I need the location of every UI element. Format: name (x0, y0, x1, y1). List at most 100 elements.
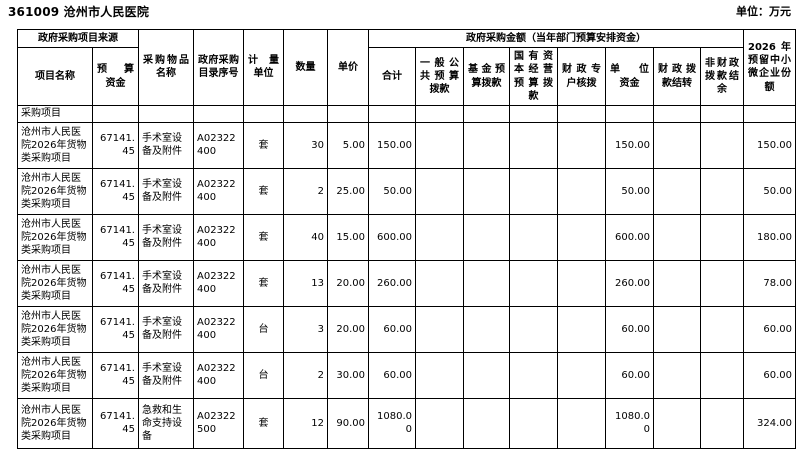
cell-quantity: 2 (283, 167, 328, 215)
cell-unit: 套 (243, 121, 284, 169)
header-state-capital-budget: 国有资本经营预算拨款 (509, 47, 558, 106)
cell-general-public-budget (415, 305, 464, 353)
cell-fiscal-special-account (557, 121, 606, 169)
cell-unit-funds: 50.00 (605, 167, 654, 215)
cell-budget-funds: 67141.45 (92, 213, 139, 261)
header-unit-price: 单价 (327, 29, 369, 106)
cell-sme-share: 60.00 (743, 351, 796, 399)
cell-fund-budget (463, 397, 510, 449)
cell-fiscal-carryover (653, 305, 701, 353)
cell-general-public-budget (415, 259, 464, 307)
cell-general-public-budget (415, 121, 464, 169)
cell-state-capital-budget (509, 351, 558, 399)
cell-state-capital-budget (509, 121, 558, 169)
cell-unit-price: 90.00 (327, 397, 369, 449)
header-quantity: 数量 (283, 29, 328, 106)
header-total: 合计 (368, 47, 416, 106)
cell-catalog-no: A02322400 (193, 167, 244, 215)
cell-sme-share: 180.00 (743, 213, 796, 261)
cell-sme-share: 324.00 (743, 397, 796, 449)
cell-fiscal-special-account (557, 167, 606, 215)
cell-unit-funds: 600.00 (605, 213, 654, 261)
cell-fiscal-special-account (557, 397, 606, 449)
cell-item-name: 手术室设备及附件 (138, 167, 194, 215)
page-title: 361009 沧州市人民医院 (8, 5, 150, 19)
cell-project-name: 沧州市人民医院2026年货物类采购项目 (17, 397, 93, 449)
table-row: 沧州市人民医院2026年货物类采购项目 67141.45 手术室设备及附件 A0… (17, 167, 796, 215)
cell-state-capital-budget (509, 259, 558, 307)
cell-fiscal-special-account (557, 305, 606, 353)
cell-unit: 套 (243, 167, 284, 215)
cell-item-name: 手术室设备及附件 (138, 259, 194, 307)
cell-fiscal-carryover (653, 121, 701, 169)
cell-fund-budget (463, 305, 510, 353)
cell-unit: 台 (243, 305, 284, 353)
cell-unit-funds: 260.00 (605, 259, 654, 307)
cell-project-name: 沧州市人民医院2026年货物类采购项目 (17, 351, 93, 399)
cell-unit-funds: 60.00 (605, 351, 654, 399)
cell-catalog-no: A02322400 (193, 305, 244, 353)
cell-item-name: 手术室设备及附件 (138, 305, 194, 353)
cell-catalog-no: A02322400 (193, 351, 244, 399)
cell-budget-funds: 67141.45 (92, 397, 139, 449)
cell-state-capital-budget (509, 213, 558, 261)
cell-item-name: 手术室设备及附件 (138, 121, 194, 169)
header-fiscal-carryover: 财政拨款结转 (653, 47, 701, 106)
cell-non-fiscal-balance (700, 397, 744, 449)
cell-budget-funds: 67141.45 (92, 259, 139, 307)
cell-item-name: 急救和生命支持设备 (138, 397, 194, 449)
cell-item-name: 手术室设备及附件 (138, 213, 194, 261)
cell-unit-price: 25.00 (327, 167, 369, 215)
header-budget-funds: 预算资金 (92, 47, 139, 106)
cell-state-capital-budget (509, 167, 558, 215)
procurement-budget-table: 政府采购项目来源 采购物品名称 政府采购目录序号 计量单位 数量 单价 政府采购… (17, 28, 796, 449)
cell-fiscal-carryover (653, 259, 701, 307)
table-row: 沧州市人民医院2026年货物类采购项目 67141.45 手术室设备及附件 A0… (17, 351, 796, 399)
cell-fiscal-special-account (557, 213, 606, 261)
header-item-name: 采购物品名称 (138, 29, 194, 106)
cell-item-name: 手术室设备及附件 (138, 351, 194, 399)
cell-budget-funds: 67141.45 (92, 121, 139, 169)
cell-fund-budget (463, 121, 510, 169)
cell-general-public-budget (415, 351, 464, 399)
cell-non-fiscal-balance (700, 351, 744, 399)
cell-non-fiscal-balance (700, 305, 744, 353)
cell-budget-funds: 67141.45 (92, 167, 139, 215)
cell-unit: 套 (243, 397, 284, 449)
cell-sme-share: 60.00 (743, 305, 796, 353)
header-project-name: 项目名称 (17, 47, 93, 106)
cell-budget-funds: 67141.45 (92, 305, 139, 353)
cell-unit-price: 20.00 (327, 259, 369, 307)
cell-project-name: 沧州市人民医院2026年货物类采购项目 (17, 167, 93, 215)
cell-non-fiscal-balance (700, 213, 744, 261)
cell-non-fiscal-balance (700, 259, 744, 307)
cell-unit-price: 15.00 (327, 213, 369, 261)
header-unit-funds: 单位资金 (605, 47, 654, 106)
cell-quantity: 3 (283, 305, 328, 353)
cell-fund-budget (463, 213, 510, 261)
section-label: 采购项目 (17, 104, 93, 123)
cell-fiscal-carryover (653, 213, 701, 261)
cell-general-public-budget (415, 213, 464, 261)
section-row: 采购项目 (17, 104, 796, 123)
cell-quantity: 30 (283, 121, 328, 169)
table-row: 沧州市人民医院2026年货物类采购项目 67141.45 手术室设备及附件 A0… (17, 305, 796, 353)
header-source-group: 政府采购项目来源 (17, 28, 139, 49)
cell-fiscal-carryover (653, 351, 701, 399)
cell-total: 60.00 (368, 351, 416, 399)
cell-sme-share: 50.00 (743, 167, 796, 215)
cell-unit-funds: 150.00 (605, 121, 654, 169)
cell-total: 600.00 (368, 213, 416, 261)
cell-fund-budget (463, 259, 510, 307)
cell-catalog-no: A02322400 (193, 259, 244, 307)
table-row: 沧州市人民医院2026年货物类采购项目 67141.45 手术室设备及附件 A0… (17, 259, 796, 307)
table-row: 沧州市人民医院2026年货物类采购项目 67141.45 手术室设备及附件 A0… (17, 213, 796, 261)
cell-total: 60.00 (368, 305, 416, 353)
cell-unit: 套 (243, 259, 284, 307)
cell-unit: 套 (243, 213, 284, 261)
cell-total: 260.00 (368, 259, 416, 307)
cell-state-capital-budget (509, 397, 558, 449)
cell-total: 50.00 (368, 167, 416, 215)
cell-quantity: 2 (283, 351, 328, 399)
cell-fund-budget (463, 167, 510, 215)
